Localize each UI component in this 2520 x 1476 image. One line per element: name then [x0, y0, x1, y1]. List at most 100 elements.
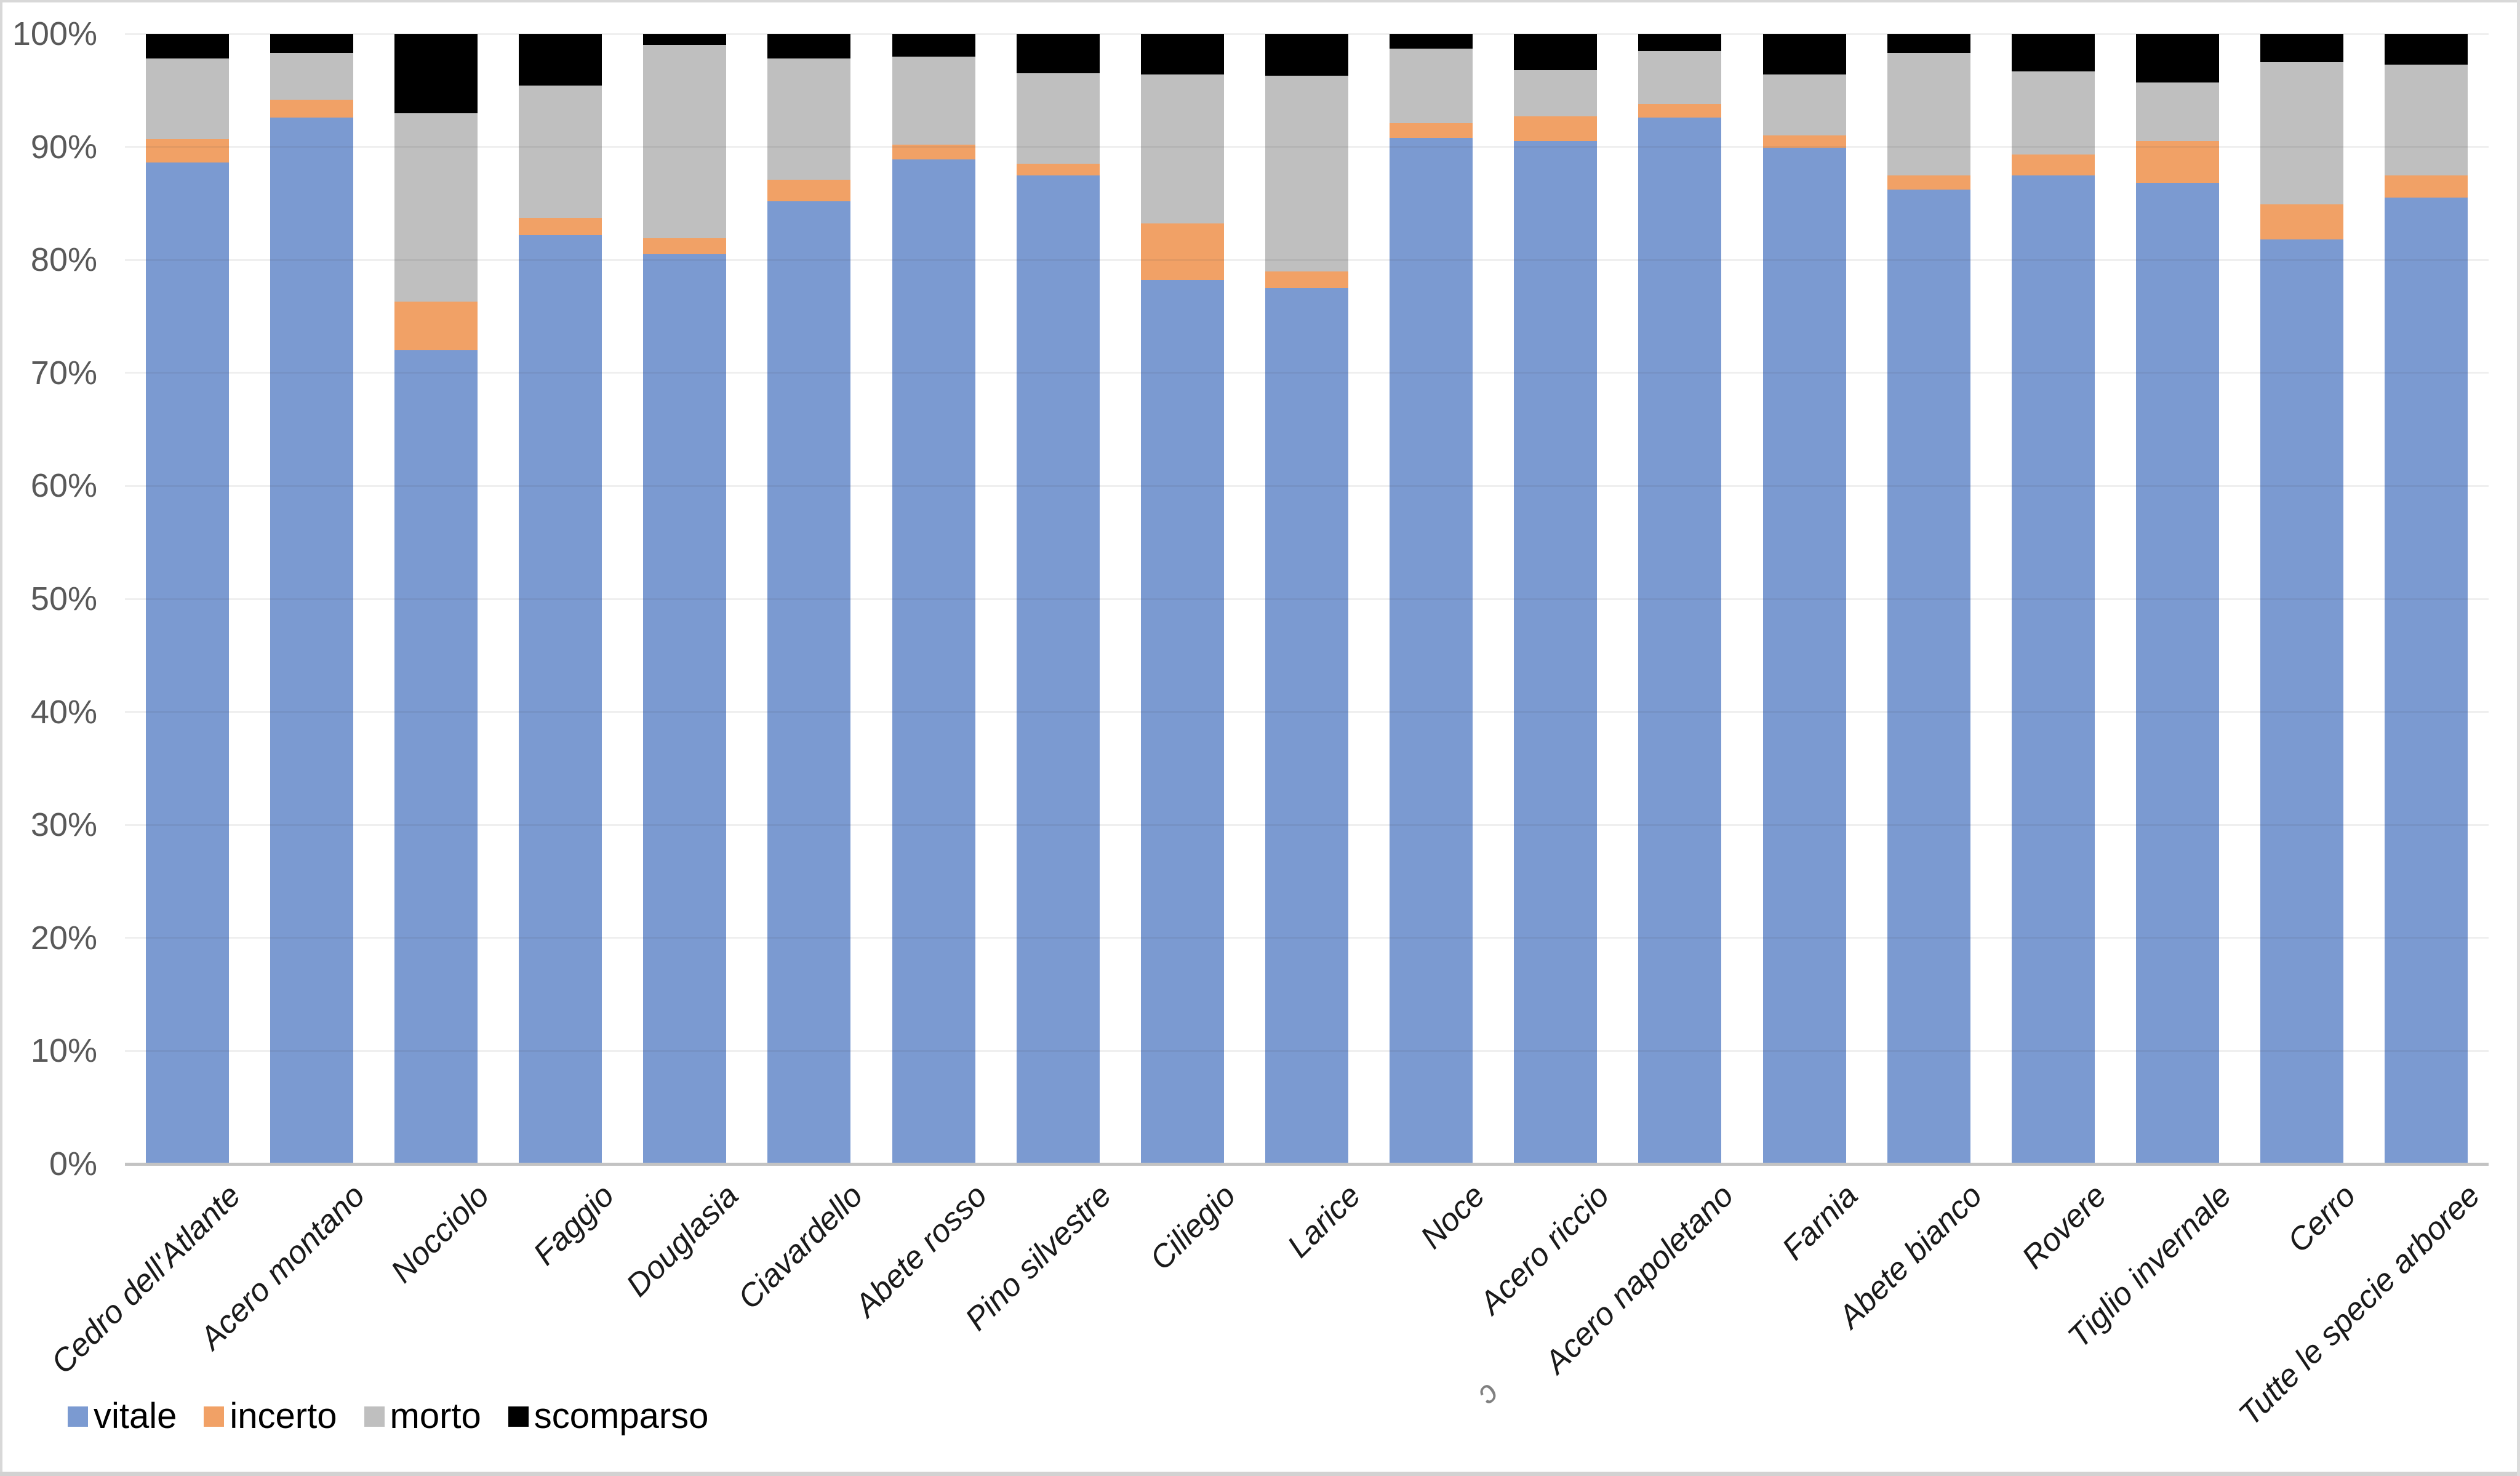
- bar-segment-incerto: [394, 302, 478, 351]
- bar-segment-scomparso: [1390, 34, 1473, 49]
- bar-segment-vitale: [1514, 141, 1598, 1164]
- y-gridline-40%: [125, 711, 2489, 713]
- legend-marker-incerto: [204, 1406, 225, 1427]
- bar-segment-incerto: [1390, 123, 1473, 138]
- bar-segment-vitale: [270, 117, 353, 1164]
- bar-segment-morto: [1514, 70, 1598, 117]
- x-axis-label: Ciavardello: [731, 1177, 870, 1317]
- bar-segment-scomparso: [1514, 34, 1598, 70]
- legend-marker-scomparso: [508, 1406, 529, 1427]
- window-border-bottom: [0, 1472, 2520, 1476]
- legend-label: vitale: [94, 1396, 177, 1436]
- bar-segment-vitale: [1638, 117, 1722, 1164]
- bar-segment-morto: [1638, 50, 1722, 104]
- legend-label: morto: [390, 1396, 481, 1436]
- bar-segment-morto: [1265, 75, 1348, 271]
- bar-Acero montano: [270, 34, 353, 1164]
- x-axis-label: Cerro: [2281, 1177, 2363, 1260]
- y-axis-tick-label: 40%: [30, 693, 97, 731]
- bar-segment-incerto: [270, 99, 353, 118]
- bar-segment-vitale: [1762, 148, 1846, 1164]
- bar-Nocciolo: [394, 34, 478, 1164]
- bar-segment-incerto: [1016, 164, 1100, 175]
- legend-item-vitale: vitale: [68, 1398, 177, 1434]
- bar-Ciliegio: [1140, 34, 1224, 1164]
- y-axis-tick-label: 20%: [30, 919, 97, 957]
- y-gridline-100%: [125, 33, 2489, 35]
- bar-segment-incerto: [1887, 175, 1970, 190]
- bar-segment-morto: [2260, 62, 2344, 205]
- bar-segment-scomparso: [767, 34, 851, 59]
- legend-item-incerto: incerto: [204, 1398, 337, 1434]
- y-axis-tick-label: 30%: [30, 806, 97, 844]
- window-border-top: [0, 0, 2520, 2]
- bar-segment-scomparso: [394, 34, 478, 113]
- bar-segment-vitale: [2136, 183, 2220, 1164]
- bar-segment-incerto: [2385, 175, 2468, 198]
- bar-segment-morto: [145, 58, 229, 139]
- bar-segment-scomparso: [1016, 34, 1100, 74]
- bar-segment-scomparso: [519, 34, 602, 86]
- bar-segment-scomparso: [2260, 34, 2344, 62]
- y-axis-tick-label: 70%: [30, 354, 97, 391]
- bar-segment-incerto: [2136, 141, 2220, 183]
- bar-segment-morto: [1762, 74, 1846, 136]
- bar-segment-vitale: [2260, 239, 2344, 1164]
- bar-segment-incerto: [892, 144, 975, 159]
- bar-segment-scomparso: [1265, 34, 1348, 76]
- y-gridline-50%: [125, 598, 2489, 600]
- bar-segment-morto: [2011, 71, 2095, 155]
- bar-segment-vitale: [394, 350, 478, 1164]
- bar-segment-scomparso: [1762, 34, 1846, 75]
- x-axis-label: Nocciolo: [384, 1177, 497, 1290]
- bar-segment-vitale: [1140, 280, 1224, 1164]
- bar-segment-incerto: [145, 138, 229, 163]
- bar-Rovere: [2011, 34, 2095, 1164]
- y-gridline-20%: [125, 937, 2489, 939]
- bar-segment-vitale: [2011, 175, 2095, 1164]
- bar-segment-incerto: [519, 218, 602, 235]
- bar-segment-morto: [2136, 82, 2220, 142]
- bar-segment-morto: [1887, 53, 1970, 175]
- bar-segment-vitale: [767, 201, 851, 1164]
- bar-segment-morto: [767, 58, 851, 180]
- y-axis-tick-label: 80%: [30, 241, 97, 279]
- legend-label: scomparso: [534, 1396, 709, 1436]
- window-border-right: [2517, 0, 2520, 1476]
- bar-segment-scomparso: [145, 34, 229, 59]
- bar-segment-scomparso: [2011, 34, 2095, 71]
- bar-segment-incerto: [2011, 154, 2095, 175]
- y-axis-tick-label: 0%: [49, 1145, 97, 1182]
- x-axis-label: Farnia: [1775, 1177, 1865, 1267]
- bar-segment-vitale: [1265, 288, 1348, 1164]
- x-axis-label: Faggio: [526, 1177, 621, 1272]
- bar-Noce: [1390, 34, 1473, 1164]
- bar-segment-morto: [1140, 74, 1224, 224]
- y-gridline-70%: [125, 372, 2489, 374]
- bar-segment-vitale: [892, 159, 975, 1164]
- chart-legend: vitale incerto morto scomparso: [68, 1398, 708, 1434]
- x-axis-label: Noce: [1414, 1177, 1492, 1256]
- bar-segment-incerto: [767, 179, 851, 201]
- bar-Acero napoletano: [1638, 34, 1722, 1164]
- bar-segment-vitale: [2385, 198, 2468, 1164]
- bar-segment-vitale: [643, 254, 727, 1164]
- bar-Ciavardello: [767, 34, 851, 1164]
- bar-segment-vitale: [1887, 190, 1970, 1164]
- x-axis-label: Rovere: [2015, 1177, 2114, 1276]
- bar-Abete bianco: [1887, 34, 1970, 1164]
- bar-segment-scomparso: [2136, 34, 2220, 82]
- bar-segment-scomparso: [270, 34, 353, 54]
- bar-segment-morto: [892, 56, 975, 145]
- bar-segment-incerto: [1140, 223, 1224, 281]
- bar-segment-morto: [519, 86, 602, 219]
- bar-segment-scomparso: [892, 34, 975, 57]
- legend-item-scomparso: scomparso: [508, 1396, 709, 1436]
- bar-segment-incerto: [643, 238, 727, 255]
- bar-Larice: [1265, 34, 1348, 1164]
- y-axis-tick-label: 50%: [30, 580, 97, 617]
- bar-Abete rosso: [892, 34, 975, 1164]
- x-axis-label: Douglasia: [619, 1177, 746, 1304]
- y-gridline-60%: [125, 484, 2489, 487]
